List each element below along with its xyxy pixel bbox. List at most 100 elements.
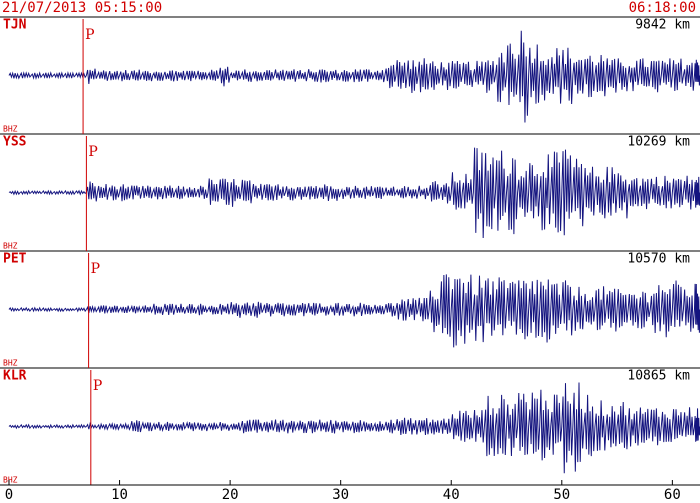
waveform-segment <box>240 419 253 434</box>
waveform-segment <box>627 60 640 92</box>
waveform-segment <box>8 307 21 313</box>
waveform-segment <box>74 71 87 80</box>
waveform-segment <box>362 421 375 432</box>
waveform-segment <box>506 403 519 457</box>
waveform-segment <box>196 303 209 316</box>
waveform-segment <box>660 58 673 88</box>
waveform-segment <box>63 189 76 196</box>
waveform-segment <box>97 422 109 431</box>
x-tick-label: 30 <box>332 487 349 503</box>
waveform-segment <box>63 307 76 312</box>
waveform-segment <box>329 419 342 434</box>
waveform-segment <box>483 60 496 93</box>
waveform-segment <box>284 186 297 201</box>
waveform-segment <box>273 69 286 81</box>
waveform-segment <box>340 70 353 82</box>
component-label: BHZ <box>3 242 18 251</box>
x-tick-label: 50 <box>553 487 570 503</box>
waveform-segment <box>8 71 21 80</box>
phase-label: P <box>88 144 97 160</box>
waveform-segment <box>550 151 563 233</box>
header-end-time: 06:18:00 <box>629 0 696 16</box>
component-label: BHZ <box>3 476 18 485</box>
waveform-segment <box>207 305 220 315</box>
waveform-segment <box>340 304 353 316</box>
waveform-segment <box>262 302 275 317</box>
waveform-segment <box>638 291 651 329</box>
waveform-segment <box>196 422 209 432</box>
waveform-segment <box>229 422 242 431</box>
waveform-segment <box>207 422 220 431</box>
waveform-segment <box>417 418 430 435</box>
waveform-segment <box>506 43 519 105</box>
station-name: PET <box>3 252 27 267</box>
waveform-segment <box>41 306 54 313</box>
waveform-segment <box>517 170 530 217</box>
waveform-segment <box>351 69 364 83</box>
waveform-segment <box>240 179 253 204</box>
waveform-segment <box>85 421 98 430</box>
waveform-segment <box>638 407 651 443</box>
waveform-segment <box>318 419 331 433</box>
waveform-segment <box>273 302 286 317</box>
waveform-segment <box>52 423 65 430</box>
waveform-segment <box>63 70 76 79</box>
waveform-segment <box>284 69 297 82</box>
waveform-segment <box>693 408 700 442</box>
waveform-segment <box>594 55 607 97</box>
waveform-segment <box>262 184 275 201</box>
waveform-segment <box>406 418 419 435</box>
waveform-segment <box>218 421 231 431</box>
waveform-segment <box>185 70 198 82</box>
waveform-segment <box>152 303 165 315</box>
waveform-segment <box>240 302 253 316</box>
waveform-segment <box>439 183 452 204</box>
waveform-segment <box>528 163 541 219</box>
waveform-segment <box>472 275 485 343</box>
station-name: TJN <box>3 18 27 33</box>
waveform-segment <box>682 289 695 332</box>
x-tick-label: 40 <box>443 487 460 503</box>
waveform-segment <box>295 70 308 82</box>
waveform-segment <box>384 303 397 317</box>
waveform-segment <box>472 147 485 239</box>
waveform-segment <box>229 178 242 207</box>
waveform-segment <box>41 71 54 80</box>
waveform-segment <box>450 410 463 441</box>
waveform-segment <box>583 166 596 216</box>
waveform-segment <box>550 394 563 455</box>
waveform-segment <box>185 187 198 198</box>
waveform-segment <box>660 289 673 338</box>
waveform-segment <box>406 298 419 321</box>
waveform-segment <box>417 297 430 322</box>
waveform-segment <box>494 52 508 103</box>
station-distance: 9842 km <box>635 18 690 33</box>
waveform-segment <box>63 423 76 430</box>
waveform-segment <box>85 68 98 85</box>
waveform-segment <box>483 395 496 457</box>
waveform-segment <box>561 149 574 236</box>
x-tick-label: 0 <box>5 487 13 503</box>
phase-label: P <box>91 261 100 277</box>
waveform-segment <box>594 286 607 331</box>
waveform-segment <box>74 306 87 313</box>
waveform-segment <box>428 290 441 333</box>
waveform-segment <box>450 172 463 210</box>
waveform-segment <box>130 69 143 81</box>
waveform-segment <box>461 274 474 344</box>
waveform-segment <box>141 185 154 199</box>
waveform-segment <box>307 420 320 434</box>
waveform-segment <box>130 304 143 314</box>
waveform-segment <box>572 382 585 472</box>
waveform-segment <box>218 178 231 206</box>
waveform-segment <box>594 400 607 451</box>
waveform-segment <box>539 59 552 101</box>
waveform-segment <box>616 173 629 219</box>
waveform-segment <box>119 421 132 431</box>
waveform-segment <box>605 166 618 216</box>
waveform-segment <box>351 420 364 434</box>
waveform-segment <box>196 70 209 81</box>
waveform-segment <box>417 58 430 93</box>
waveform-segment <box>152 71 165 81</box>
